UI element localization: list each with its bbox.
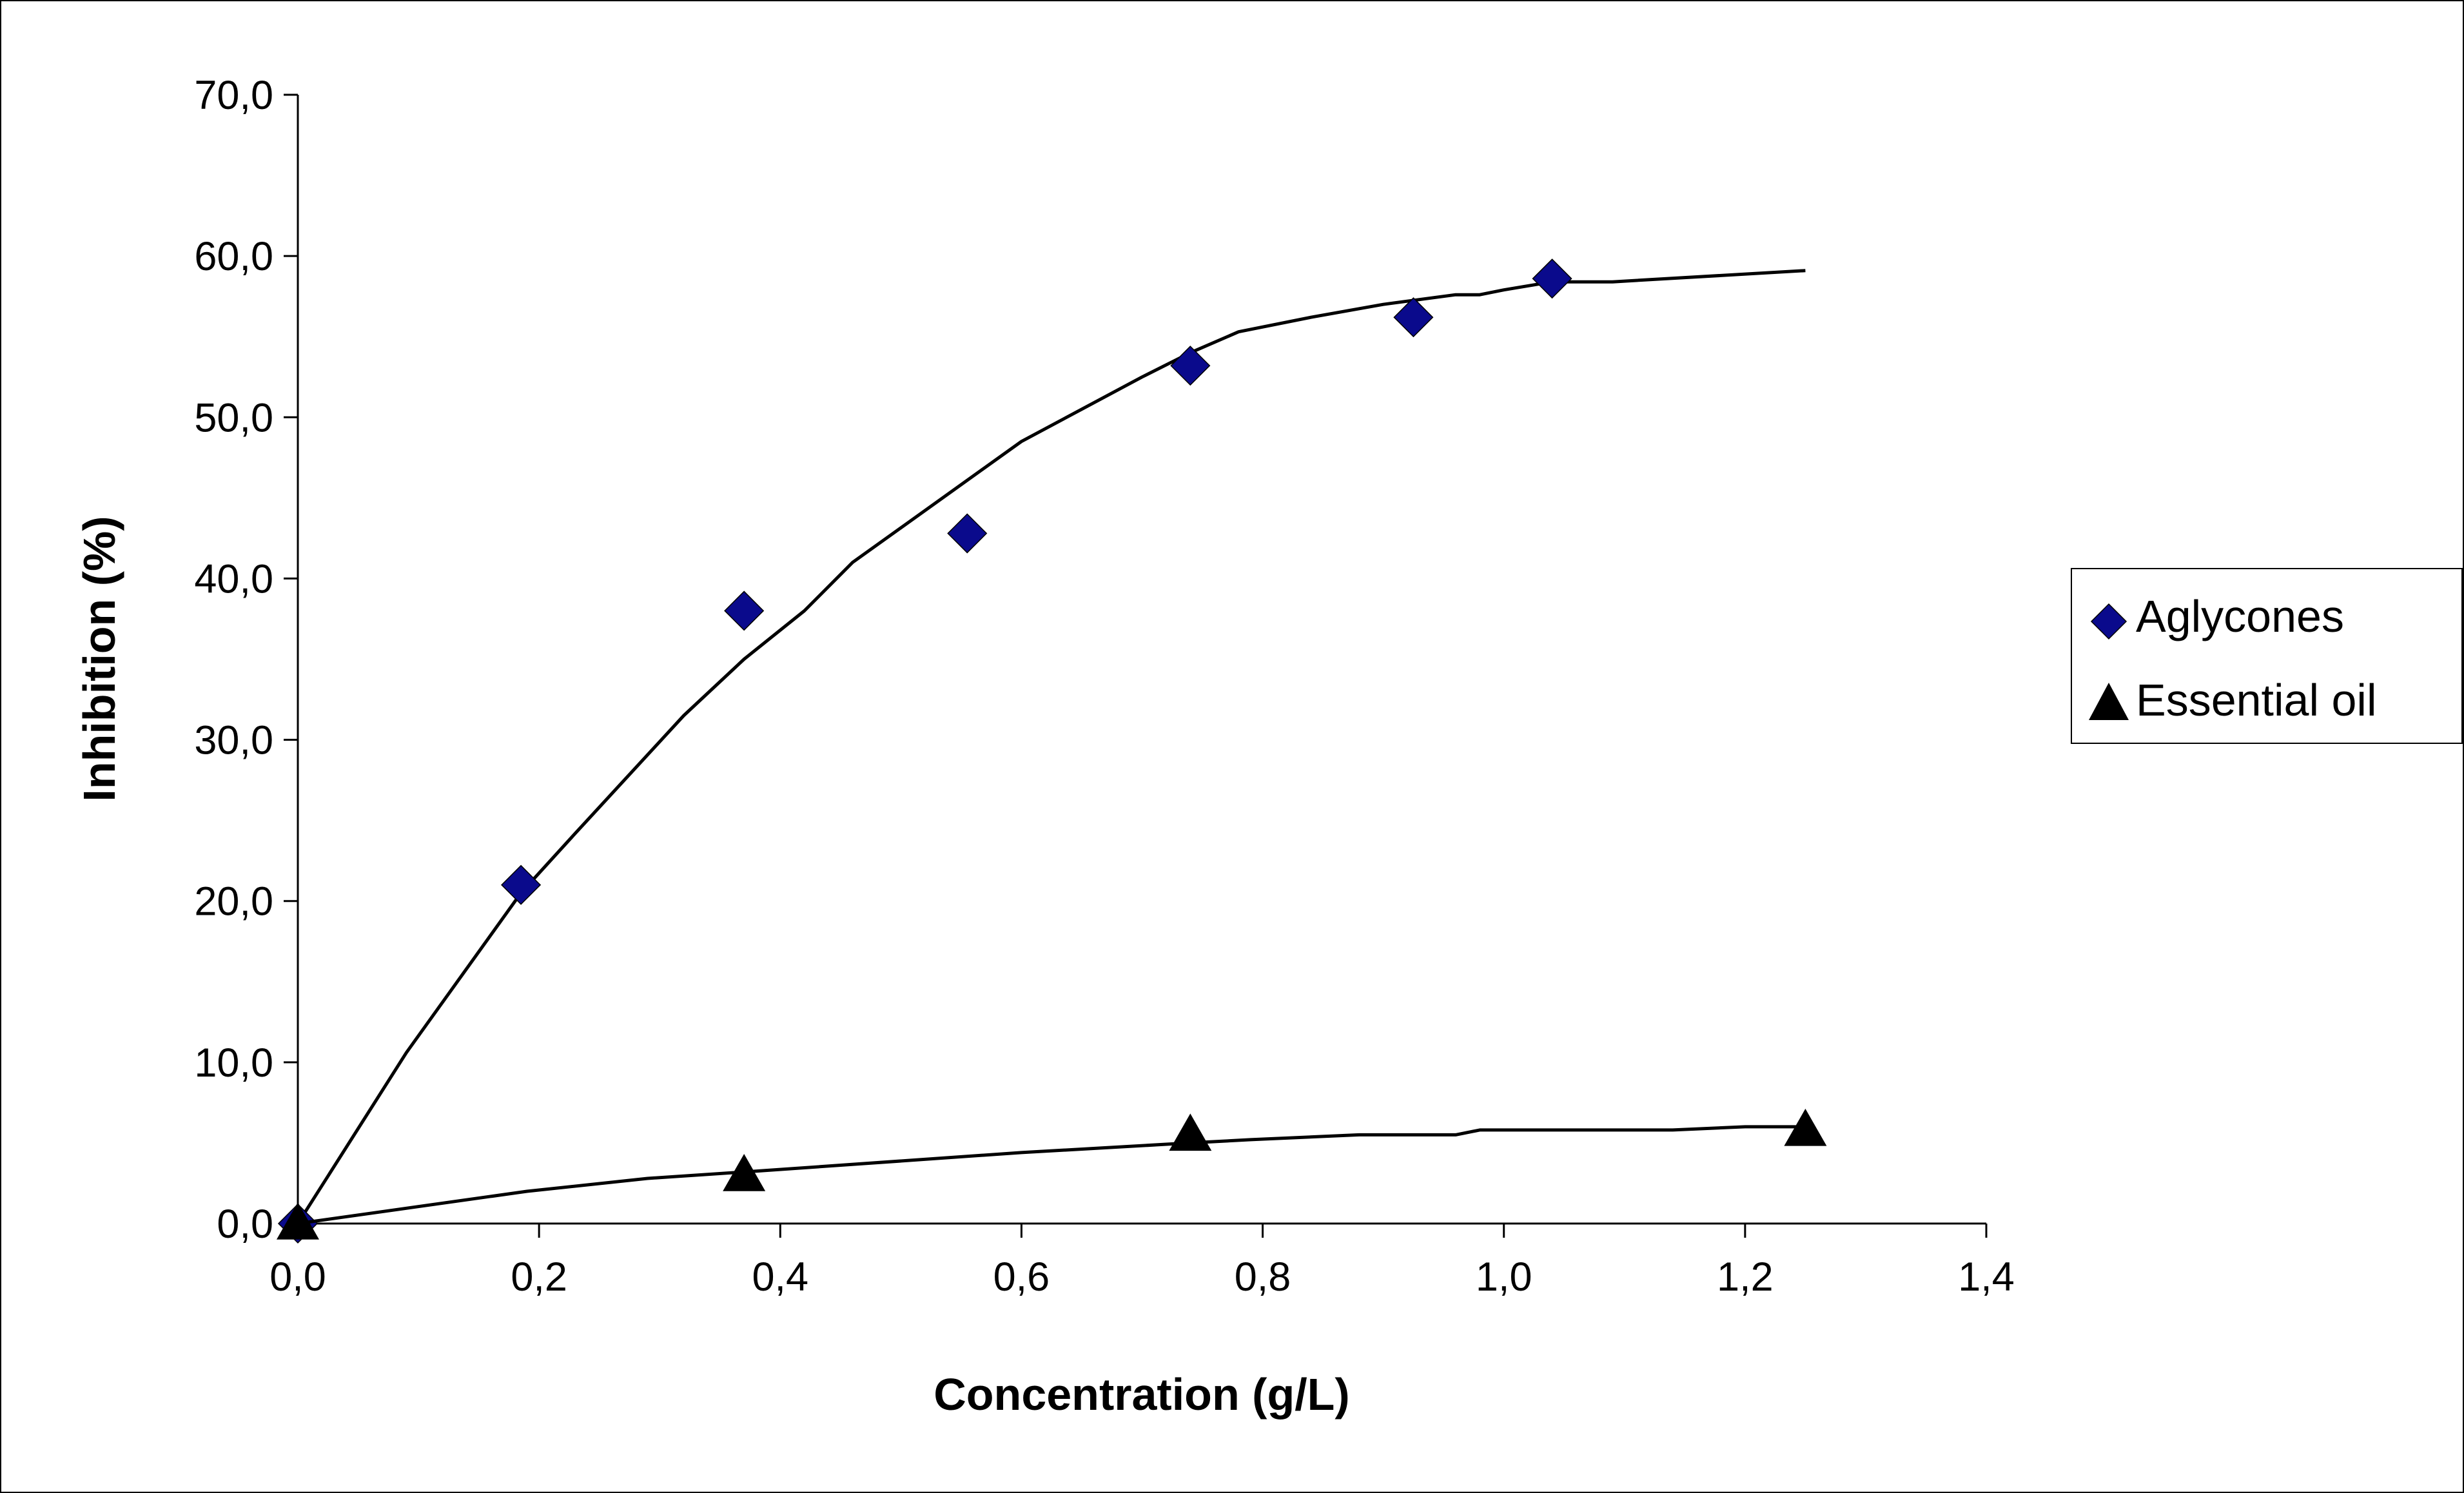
- data-point-essential-oil: [277, 1202, 319, 1240]
- legend-box: [2071, 568, 2463, 744]
- x-tick-label: 1,4: [1958, 1254, 2015, 1300]
- y-tick-label: 20,0: [194, 879, 273, 924]
- x-tick-label: 0,2: [511, 1254, 567, 1300]
- data-point-aglycones: [1393, 297, 1434, 338]
- plot-area: 0,0 10,0 20,0 30,0 40,0 50,0 60,0 70,0 0,0 0,2 0,…: [194, 73, 2014, 1300]
- data-point-aglycones: [501, 864, 542, 905]
- data-point-aglycones: [1532, 259, 1572, 299]
- x-tick-label: 0,8: [1235, 1254, 1291, 1300]
- y-tick-label: 70,0: [194, 73, 273, 118]
- x-tick-label: 1,2: [1717, 1254, 1774, 1300]
- x-axis-title: Concentration (g/L): [934, 1369, 1349, 1420]
- y-tick-label: 60,0: [194, 234, 273, 279]
- legend-aglycones-marker: [2090, 603, 2127, 640]
- trendline-aglycones: [296, 269, 1806, 1225]
- data-point-essential-oil: [1784, 1108, 1827, 1146]
- legend: Aglycones Essential oil: [2071, 568, 2463, 744]
- y-tick-label: 40,0: [194, 556, 273, 601]
- data-point-aglycones: [724, 590, 765, 631]
- trendline-essential-oil: [297, 1125, 1806, 1225]
- y-tick-label: 50,0: [194, 395, 273, 440]
- y-tick-label: 0,0: [217, 1202, 273, 1247]
- y-tick-label: 30,0: [194, 718, 273, 763]
- x-tick-label: 0,4: [752, 1254, 808, 1300]
- data-point-essential-oil: [1169, 1113, 1212, 1151]
- legend-essential-oil-label: Essential oil: [2136, 675, 2377, 725]
- x-tick-label: 0,6: [993, 1254, 1050, 1300]
- data-point-aglycones: [947, 513, 988, 554]
- legend-aglycones-label: Aglycones: [2136, 591, 2344, 641]
- data-point-essential-oil: [723, 1153, 766, 1191]
- data-point-aglycones: [1170, 346, 1211, 386]
- y-axis-title: Inhibition (%): [74, 516, 124, 801]
- legend-essential-oil-marker: [2089, 683, 2129, 720]
- y-tick-label: 10,0: [194, 1040, 273, 1086]
- x-tick-label: 1,0: [1476, 1254, 1532, 1300]
- x-tick-label: 0,0: [269, 1254, 326, 1300]
